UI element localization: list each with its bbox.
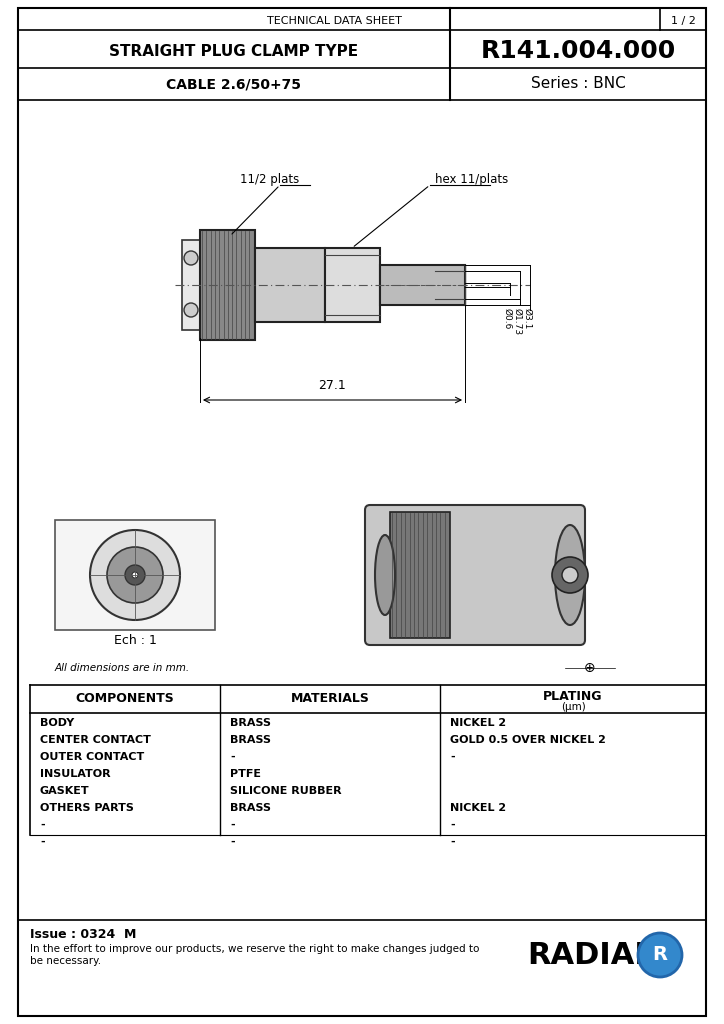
- Text: OUTER CONTACT: OUTER CONTACT: [40, 752, 144, 762]
- Text: NICKEL 2: NICKEL 2: [450, 718, 506, 728]
- Text: hex 11/plats: hex 11/plats: [435, 173, 508, 186]
- Bar: [55, 520, 215, 630]
- Text: -: -: [450, 820, 455, 830]
- Circle shape: [562, 567, 578, 583]
- Text: INSULATOR: INSULATOR: [40, 769, 111, 779]
- Text: R141.004.000: R141.004.000: [481, 39, 675, 63]
- Text: Issue : 0324  M: Issue : 0324 M: [30, 929, 136, 941]
- Circle shape: [107, 547, 163, 603]
- Circle shape: [552, 557, 588, 593]
- Bar: [390, 512, 450, 638]
- Text: BRASS: BRASS: [230, 735, 271, 745]
- Ellipse shape: [375, 535, 395, 615]
- Circle shape: [184, 303, 198, 317]
- Text: CABLE 2.6/50+75: CABLE 2.6/50+75: [167, 77, 301, 91]
- Text: Series : BNC: Series : BNC: [531, 77, 626, 91]
- Text: -: -: [450, 752, 455, 762]
- Text: (μm): (μm): [560, 702, 586, 712]
- Text: PTFE: PTFE: [230, 769, 261, 779]
- Bar: [200, 230, 255, 340]
- Bar: [325, 248, 380, 322]
- Text: -: -: [40, 820, 45, 830]
- Text: Ø1.73: Ø1.73: [513, 308, 522, 335]
- Text: 27.1: 27.1: [318, 379, 346, 392]
- Ellipse shape: [555, 525, 585, 625]
- Circle shape: [184, 251, 198, 265]
- Text: -: -: [450, 837, 455, 847]
- Text: CENTER CONTACT: CENTER CONTACT: [40, 735, 151, 745]
- Text: In the effort to improve our products, we reserve the right to make changes judg: In the effort to improve our products, w…: [30, 944, 479, 966]
- Bar: [255, 248, 325, 322]
- Text: RADIALL: RADIALL: [527, 940, 673, 970]
- Text: GOLD 0.5 OVER NICKEL 2: GOLD 0.5 OVER NICKEL 2: [450, 735, 606, 745]
- Text: 1 / 2: 1 / 2: [670, 16, 696, 26]
- Circle shape: [90, 530, 180, 620]
- Text: COMPONENTS: COMPONENTS: [75, 692, 174, 706]
- Text: R: R: [652, 945, 668, 965]
- Text: STRAIGHT PLUG CLAMP TYPE: STRAIGHT PLUG CLAMP TYPE: [109, 43, 358, 58]
- Text: OTHERS PARTS: OTHERS PARTS: [40, 803, 134, 813]
- Text: MATERIALS: MATERIALS: [290, 692, 369, 706]
- Circle shape: [132, 572, 138, 578]
- Text: -: -: [230, 752, 235, 762]
- Text: -: -: [230, 837, 235, 847]
- Circle shape: [638, 933, 682, 977]
- Text: BRASS: BRASS: [230, 718, 271, 728]
- Bar: [380, 265, 465, 305]
- Text: -: -: [230, 820, 235, 830]
- Text: SILICONE RUBBER: SILICONE RUBBER: [230, 786, 342, 796]
- Text: Ø0.6: Ø0.6: [503, 308, 512, 330]
- Text: BRASS: BRASS: [230, 803, 271, 813]
- Text: Ø3.1: Ø3.1: [523, 308, 532, 330]
- Text: PLATING: PLATING: [543, 690, 603, 703]
- Text: GASKET: GASKET: [40, 786, 90, 796]
- Text: BODY: BODY: [40, 718, 75, 728]
- Text: -: -: [40, 837, 45, 847]
- Text: NICKEL 2: NICKEL 2: [450, 803, 506, 813]
- Text: 11/2 plats: 11/2 plats: [240, 173, 299, 186]
- Text: All dimensions are in mm.: All dimensions are in mm.: [55, 663, 190, 673]
- Text: Ech : 1: Ech : 1: [114, 634, 156, 646]
- Text: TECHNICAL DATA SHEET: TECHNICAL DATA SHEET: [266, 16, 401, 26]
- Bar: [182, 240, 200, 330]
- Circle shape: [125, 565, 145, 585]
- Text: ⊕: ⊕: [584, 662, 596, 675]
- FancyBboxPatch shape: [365, 505, 585, 645]
